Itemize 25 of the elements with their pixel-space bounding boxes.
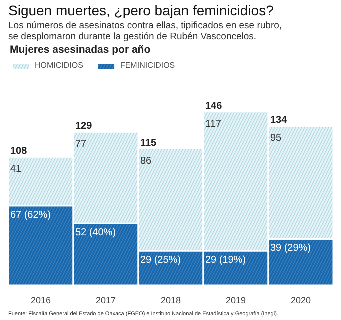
- data-label: 39 (29%): [270, 243, 312, 254]
- x-tick-label: 2016: [30, 296, 52, 306]
- data-label: 95: [270, 133, 282, 144]
- data-label: 67 (62%): [10, 210, 52, 221]
- x-tick-label: 2018: [160, 296, 182, 306]
- data-label: 77: [75, 139, 88, 150]
- x-tick-label: 2020: [290, 296, 312, 306]
- legend-label: HOMICIDIOS: [35, 61, 84, 70]
- total-label: 129: [75, 121, 93, 132]
- total-label: 146: [205, 100, 223, 112]
- legend-title: Mujeres asesinadas por año: [10, 44, 152, 56]
- x-tick-label: 2017: [96, 296, 116, 306]
- data-label: 29 (19%): [205, 255, 246, 266]
- total-label: 134: [270, 115, 288, 126]
- chart-title: Siguen muertes, ¿pero bajan feminicidios?: [8, 2, 274, 18]
- data-label: 29 (25%): [140, 255, 182, 266]
- data-label: 86: [140, 156, 152, 167]
- total-label: 108: [10, 146, 28, 158]
- data-label: 52 (40%): [75, 228, 116, 239]
- data-label: 41: [10, 164, 22, 176]
- chart-subtitle: Los números de asesinatos contra ellas, tipificados en ese rubro, se desplomaron durante la gestión de Rubén Vasconcelos.: [8, 20, 282, 42]
- total-label: 115: [140, 138, 158, 149]
- data-label: 117: [205, 118, 222, 130]
- x-tick-label: 2019: [226, 296, 246, 306]
- legend-label: FEMINICIDIOS: [120, 61, 176, 70]
